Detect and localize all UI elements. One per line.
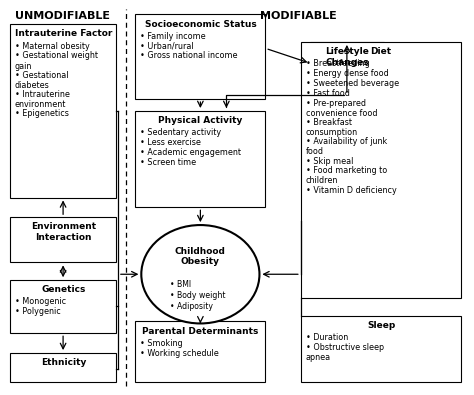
Text: • Duration: • Duration xyxy=(306,333,348,342)
FancyBboxPatch shape xyxy=(10,217,117,262)
Text: Lifestyle
Changes: Lifestyle Changes xyxy=(325,47,369,66)
Text: Childhood
Obesity: Childhood Obesity xyxy=(175,247,226,266)
Text: • Fast food: • Fast food xyxy=(306,89,349,98)
Text: • Gestational
diabetes: • Gestational diabetes xyxy=(15,71,68,90)
Text: • Vitamin D deficiency: • Vitamin D deficiency xyxy=(306,186,396,195)
Text: • Gross national income: • Gross national income xyxy=(140,51,237,60)
Text: • Less exercise: • Less exercise xyxy=(140,138,201,147)
Text: • Urban/rural: • Urban/rural xyxy=(140,41,194,51)
Text: • Gestational weight
gain: • Gestational weight gain xyxy=(15,51,98,71)
Text: Diet: Diet xyxy=(371,47,392,56)
Text: • Maternal obesity: • Maternal obesity xyxy=(15,41,90,51)
Text: • Screen time: • Screen time xyxy=(140,158,196,167)
FancyBboxPatch shape xyxy=(10,353,117,382)
Text: Socioeconomic Status: Socioeconomic Status xyxy=(145,20,256,28)
Text: • Epigenetics: • Epigenetics xyxy=(15,109,69,118)
Text: • Obstructive sleep
apnea: • Obstructive sleep apnea xyxy=(306,343,383,362)
Text: • Energy dense food: • Energy dense food xyxy=(306,69,388,78)
Text: • Monogenic: • Monogenic xyxy=(15,297,66,307)
Text: • Polygenic: • Polygenic xyxy=(15,307,61,316)
Text: Genetics: Genetics xyxy=(41,285,85,294)
FancyBboxPatch shape xyxy=(136,15,265,99)
Text: Sleep: Sleep xyxy=(367,321,395,330)
FancyBboxPatch shape xyxy=(10,24,117,198)
Text: Parental Determinants: Parental Determinants xyxy=(142,327,259,336)
FancyBboxPatch shape xyxy=(301,42,462,298)
Text: • Family income: • Family income xyxy=(140,32,206,41)
FancyBboxPatch shape xyxy=(301,316,462,382)
Text: • BMI: • BMI xyxy=(170,280,191,289)
Text: MODIFIABLE: MODIFIABLE xyxy=(260,11,337,21)
FancyBboxPatch shape xyxy=(10,280,117,333)
Text: • Smoking: • Smoking xyxy=(140,339,183,348)
Text: • Availability of junk
food: • Availability of junk food xyxy=(306,137,387,156)
Text: • Food marketing to
children: • Food marketing to children xyxy=(306,166,387,186)
Circle shape xyxy=(141,225,259,324)
Text: • Breakfast
consumption: • Breakfast consumption xyxy=(306,118,358,137)
FancyBboxPatch shape xyxy=(136,322,265,382)
Text: • Intrauterine
environment: • Intrauterine environment xyxy=(15,90,70,109)
FancyBboxPatch shape xyxy=(136,111,265,207)
FancyBboxPatch shape xyxy=(310,42,383,95)
Text: • Adiposity: • Adiposity xyxy=(170,302,213,311)
Text: Physical Activity: Physical Activity xyxy=(158,116,243,125)
Text: • Pre-prepared
convenience food: • Pre-prepared convenience food xyxy=(306,99,377,118)
Text: • Body weight: • Body weight xyxy=(170,291,225,300)
Text: • Sedentary activity: • Sedentary activity xyxy=(140,128,221,137)
Text: • Skip meal: • Skip meal xyxy=(306,156,353,166)
Text: • Academic engagement: • Academic engagement xyxy=(140,148,241,157)
Text: Ethnicity: Ethnicity xyxy=(41,358,86,367)
Text: Intrauterine Factor: Intrauterine Factor xyxy=(15,30,112,38)
Text: • Working schedule: • Working schedule xyxy=(140,349,219,357)
Text: Environment
Interaction: Environment Interaction xyxy=(31,222,96,242)
Text: • Sweetened beverage: • Sweetened beverage xyxy=(306,79,399,88)
Text: UNMODIFIABLE: UNMODIFIABLE xyxy=(15,11,109,21)
Text: • Breastfeeding: • Breastfeeding xyxy=(306,59,369,68)
